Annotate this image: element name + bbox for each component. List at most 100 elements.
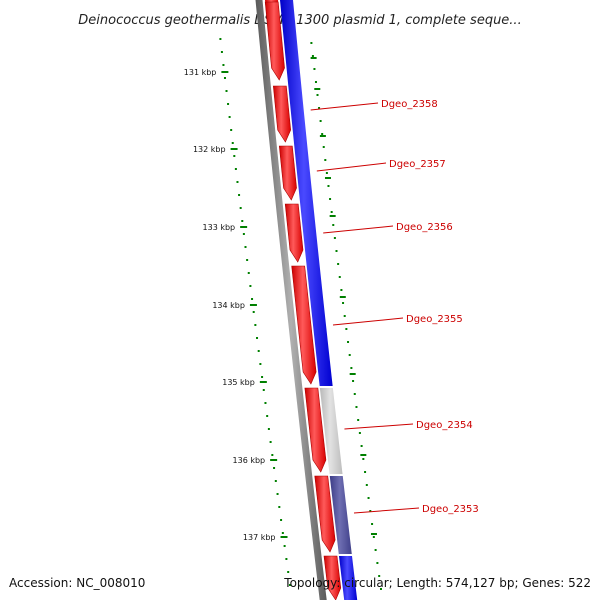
ruler-dot <box>261 376 264 378</box>
ruler-dot <box>254 324 257 326</box>
ruler-dot <box>329 198 332 200</box>
ruler-dot <box>271 454 274 456</box>
ruler-dot <box>273 467 276 469</box>
ruler-dot <box>247 272 250 274</box>
ruler-major-tick <box>270 459 278 461</box>
ruler-dot <box>233 155 236 157</box>
ruler-minor-tick <box>360 454 367 456</box>
reverse-gene-2[interactable] <box>264 1 285 81</box>
ruler-dot <box>311 55 314 57</box>
ruler-dot <box>319 120 322 122</box>
gene-label-dgeo-2354[interactable]: Dgeo_2354 <box>416 420 473 431</box>
ruler-major-tick <box>230 148 238 150</box>
ruler-dot <box>337 263 340 265</box>
ruler-dot <box>371 523 374 525</box>
reverse-gene-9[interactable] <box>323 555 342 600</box>
ruler-dot <box>365 484 368 486</box>
ruler-dot <box>281 532 284 534</box>
tick-label-135-kbp: 135 kbp <box>222 378 255 387</box>
ruler-dot <box>340 289 343 291</box>
ruler-dot <box>278 506 281 508</box>
reverse-gene-5[interactable] <box>284 203 304 263</box>
ruler-dot <box>223 77 226 79</box>
ruler-dot <box>342 302 345 304</box>
ruler-dot <box>379 588 382 590</box>
ruler-dot <box>287 571 290 573</box>
topology-summary: Topology: circular; Length: 574,127 bp; … <box>283 576 591 590</box>
ruler-minor-tick <box>329 215 336 217</box>
tick-label-133-kbp: 133 kbp <box>203 223 236 232</box>
map-title: Deinococcus geothermalis DSM 11300 plasm… <box>78 13 521 28</box>
ruler-dot <box>266 415 269 417</box>
ruler-dot <box>262 389 265 391</box>
gene-leader-line <box>353 507 420 514</box>
ruler-dot <box>362 458 365 460</box>
ruler-dot <box>369 510 372 512</box>
ruler-dot <box>227 103 230 105</box>
ruler-dot <box>276 493 279 495</box>
ruler-dot <box>283 545 286 547</box>
ruler-dot <box>256 337 259 339</box>
ruler-dot <box>321 133 324 135</box>
ruler-dot <box>378 575 381 577</box>
ruler-major-tick <box>240 226 248 228</box>
forward-strand-track <box>280 0 358 600</box>
ruler-minor-tick <box>339 296 346 298</box>
gene-label-dgeo-2357[interactable]: Dgeo_2357 <box>389 159 446 170</box>
ruler-dot <box>220 51 223 53</box>
ruler-dot <box>280 519 283 521</box>
tick-label-131-kbp: 131 kbp <box>184 68 217 77</box>
ruler-dot <box>357 419 360 421</box>
ruler-dot <box>376 562 379 564</box>
reverse-gene-7[interactable] <box>304 387 327 473</box>
ruler-dot <box>252 311 255 313</box>
ruler-dot <box>348 354 351 356</box>
reverse-gene-4[interactable] <box>278 145 297 201</box>
ruler-dot <box>222 64 225 66</box>
forward-gene-blue-1[interactable] <box>280 0 333 386</box>
ruler-dot <box>352 380 355 382</box>
ruler-dot <box>324 159 327 161</box>
ruler-dot <box>244 246 247 248</box>
ruler-minor-tick <box>319 135 326 137</box>
reverse-gene-6[interactable] <box>291 265 317 385</box>
forward-gene-blue-2[interactable] <box>339 556 358 600</box>
gene-label-dgeo-2358[interactable]: Dgeo_2358 <box>381 99 438 110</box>
ruler-dot <box>269 441 272 443</box>
ruler-dot <box>332 224 335 226</box>
ruler-dot <box>325 172 328 174</box>
gene-label-dgeo-2355[interactable]: Dgeo_2355 <box>406 314 463 325</box>
ruler-dot <box>333 237 336 239</box>
ruler-minor-tick <box>370 533 377 535</box>
ruler-dot <box>238 194 241 196</box>
tick-label-132-kbp: 132 kbp <box>193 145 226 154</box>
tick-label-137-kbp: 137 kbp <box>243 533 276 542</box>
ruler-dot <box>343 315 346 317</box>
gene-label-layer: Dgeo_2358 Dgeo_2357 Dgeo_2356 Dgeo_2355 Dgeo… <box>310 99 479 515</box>
gene-leader-line <box>316 162 387 172</box>
ruler-dot <box>355 406 358 408</box>
reverse-gene-3[interactable] <box>272 85 291 143</box>
gene-label-dgeo-2356[interactable]: Dgeo_2356 <box>396 222 453 233</box>
ruler-dot <box>267 428 270 430</box>
reverse-strand-track <box>264 0 342 600</box>
forward-gene-grey[interactable] <box>319 388 343 474</box>
ruler-major-tick <box>280 536 288 538</box>
tick-label-134-kbp: 134 kbp <box>212 301 245 310</box>
ruler-dot <box>364 471 367 473</box>
ruler-major-tick <box>221 71 229 73</box>
ruler-dot <box>372 536 375 538</box>
reverse-gene-8[interactable] <box>314 475 336 553</box>
accession-label: Accession: NC_008010 <box>9 576 145 590</box>
ruler-dot <box>345 328 348 330</box>
ruler-dot <box>288 584 291 586</box>
ruler-dot <box>327 185 330 187</box>
ruler-dot <box>246 259 249 261</box>
ruler-dot <box>353 393 356 395</box>
ruler-dot <box>335 250 338 252</box>
ruler-dot <box>228 116 231 118</box>
gene-label-dgeo-2353[interactable]: Dgeo_2353 <box>422 504 479 515</box>
forward-gene-dark[interactable] <box>329 476 352 554</box>
ruler-dot <box>358 432 361 434</box>
